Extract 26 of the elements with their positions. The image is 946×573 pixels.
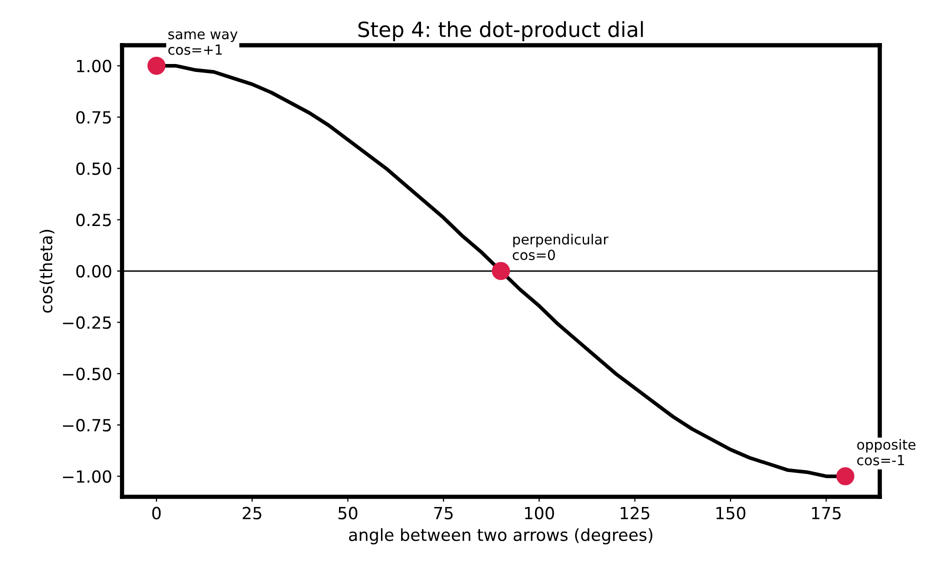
y-axis-title: cos(theta) [40, 230, 54, 313]
y-tick-label: −0.50 [63, 368, 112, 380]
point [492, 262, 510, 280]
y-tick-label: −1.00 [63, 470, 112, 483]
x-tick-label: 125 [620, 506, 650, 520]
y-tick-label: 0.25 [76, 214, 111, 226]
y-tick-label: −0.25 [63, 316, 111, 329]
annotation: same way cos=+1 [168, 31, 238, 55]
point [836, 467, 854, 486]
y-tick-label: 0.75 [76, 111, 111, 124]
y-tick-label: 0.00 [76, 264, 112, 278]
point [147, 56, 166, 75]
x-tick-label: 150 [716, 506, 746, 520]
chart-title: Step 4: the dot-product dial [358, 21, 643, 42]
x-axis-title: angle between two arrows (degrees) [349, 528, 652, 544]
annotation: perpendicular cos=0 [512, 234, 608, 260]
x-tick-label: 100 [525, 506, 554, 520]
y-tick-label: 0.50 [76, 162, 112, 175]
annotation: opposite cos=-1 [857, 439, 916, 466]
x-tick-label: 50 [338, 506, 358, 520]
x-tick-label: 175 [812, 507, 841, 520]
x-tick-label: 0 [152, 506, 161, 520]
x-tick-label: 75 [434, 507, 453, 520]
y-tick-label: 1.00 [77, 60, 112, 72]
y-tick-label: −0.75 [63, 418, 111, 432]
x-tick-label: 25 [242, 506, 262, 520]
